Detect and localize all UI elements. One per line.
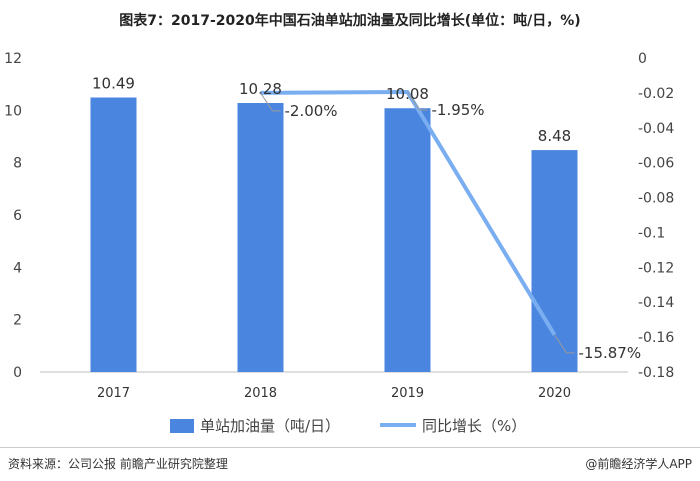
- legend-bar-swatch: [170, 419, 194, 433]
- x-tick-label: 2019: [391, 386, 424, 401]
- line-label-leader: [407, 91, 428, 111]
- left-tick-label: 10: [4, 103, 22, 119]
- legend-line-label: 同比增长（%）: [422, 417, 527, 435]
- bar-value-label: 10.08: [386, 85, 429, 103]
- left-tick-label: 2: [13, 313, 22, 329]
- right-tick-label: -0.16: [638, 330, 674, 346]
- line-label-leader: [260, 92, 281, 112]
- bar: [90, 97, 137, 373]
- right-tick-label: -0.04: [638, 121, 674, 137]
- legend-item-bar: 单站加油量（吨/日）: [170, 414, 340, 438]
- chart: 0 2 4 6 8 10 12 -0.18 -0.16 -0.14 -0.12 -0.1 -0.08 -0…: [4, 51, 674, 401]
- x-tick-label: 2018: [244, 386, 277, 401]
- right-tick-label: -0.08: [638, 191, 674, 207]
- x-tick-label: 2017: [97, 386, 130, 401]
- bar-value-label: 10.49: [92, 75, 135, 93]
- right-tick-label: -0.02: [638, 86, 674, 102]
- bar-value-label: 10.28: [239, 80, 282, 98]
- bar: [237, 103, 284, 373]
- bar-value-label: 8.48: [538, 127, 571, 145]
- line-value-label: -2.00%: [285, 102, 338, 120]
- right-tick-label: -0.12: [638, 260, 674, 276]
- brand-note: @前瞻经济学人APP: [585, 457, 692, 471]
- line-value-label: -15.87%: [579, 344, 642, 362]
- bar: [384, 108, 431, 373]
- legend-bar-label: 单站加油量（吨/日）: [200, 417, 341, 435]
- bar: [531, 150, 578, 372]
- x-tick-label: 2020: [538, 386, 571, 401]
- left-tick-label: 0: [13, 365, 22, 381]
- left-tick-label: 12: [4, 51, 22, 67]
- right-tick-label: 0: [638, 51, 647, 67]
- right-tick-label: -0.18: [638, 365, 674, 381]
- chart-title: 图表7：2017-2020年中国石油单站加油量及同比增长(单位：吨/日，%): [119, 13, 581, 29]
- left-tick-label: 4: [13, 260, 22, 276]
- right-tick-label: -0.06: [638, 156, 674, 172]
- legend-line-swatch: [380, 423, 416, 427]
- right-tick-label: -0.14: [638, 295, 674, 311]
- footer-divider: [0, 447, 700, 448]
- legend: 单站加油量（吨/日） 同比增长（%）: [160, 414, 560, 438]
- source-note: 资料来源：公司公报 前瞻产业研究院整理: [8, 457, 228, 471]
- left-tick-label: 8: [13, 156, 22, 172]
- line-value-label: -1.95%: [432, 101, 485, 119]
- line-label-leader: [554, 334, 575, 354]
- legend-item-line: 同比增长（%）: [380, 414, 526, 438]
- right-tick-label: -0.1: [638, 225, 665, 241]
- left-tick-label: 6: [13, 208, 22, 224]
